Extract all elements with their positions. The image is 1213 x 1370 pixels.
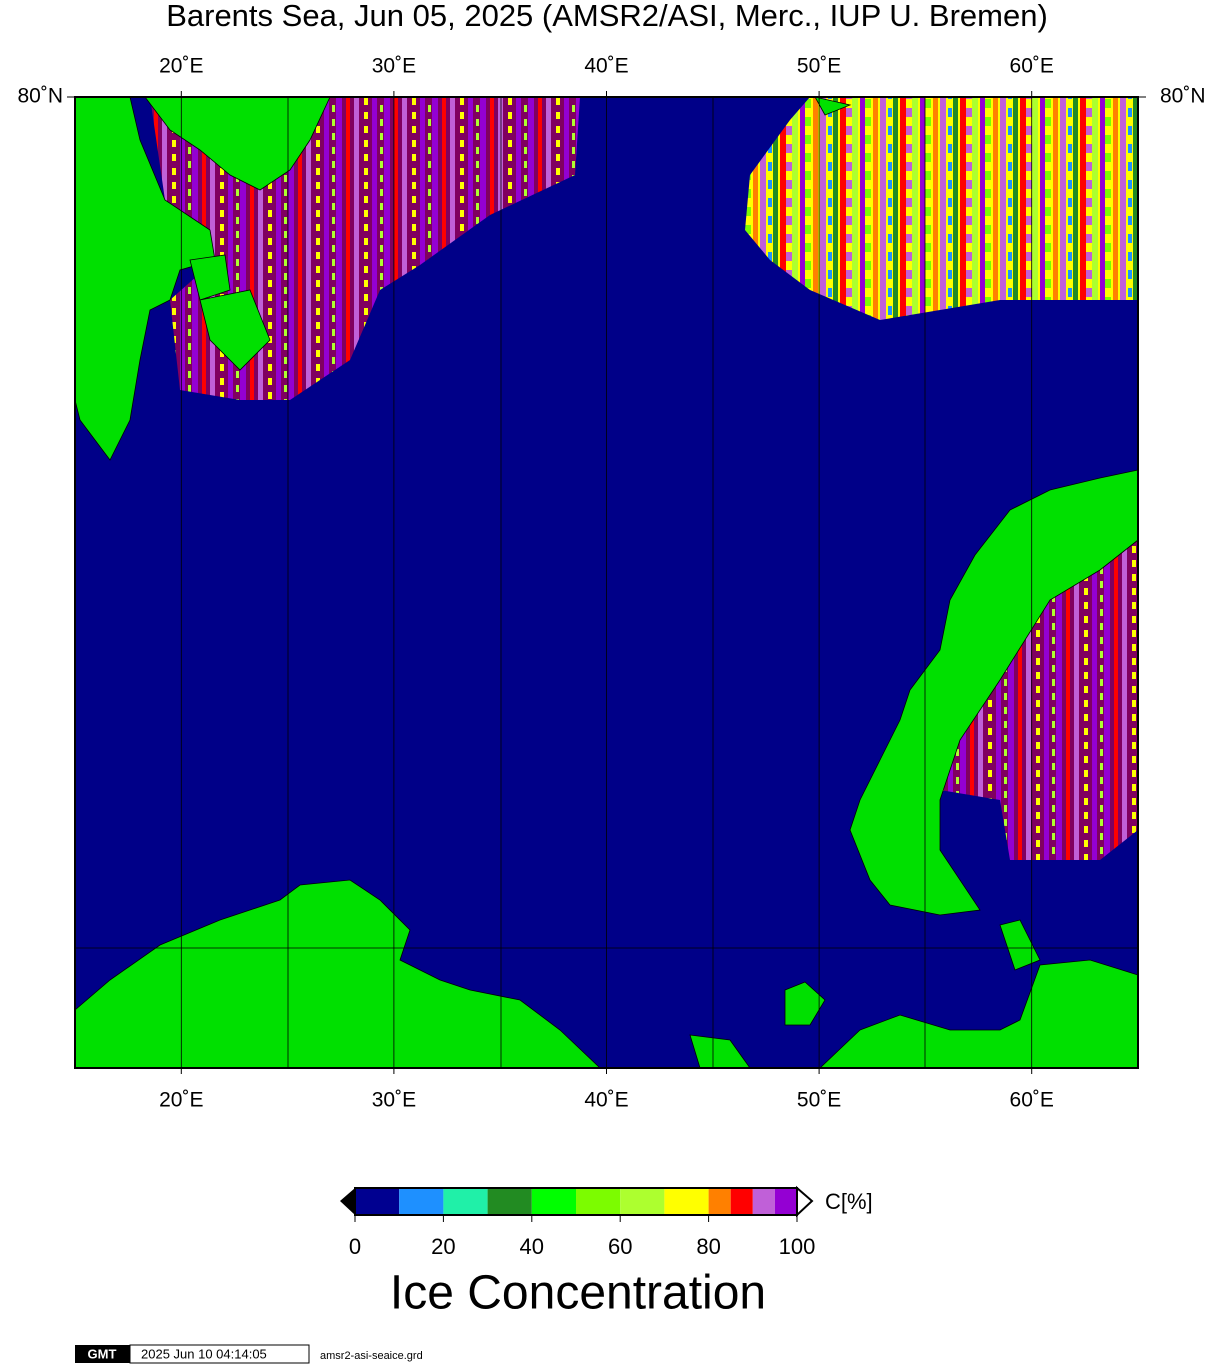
gmt-logo-text: GMT bbox=[88, 1346, 117, 1361]
file-name: amsr2-asi-seaice.grd bbox=[320, 1350, 423, 1362]
land bbox=[144, 96, 331, 191]
lon-label: 20˚E bbox=[159, 55, 203, 78]
colorbar-tick-label: 60 bbox=[608, 1234, 632, 1259]
land bbox=[189, 254, 231, 301]
colorbar-segment bbox=[443, 1188, 488, 1215]
map-area bbox=[74, 96, 1139, 1069]
colorbar-segment bbox=[355, 1188, 400, 1215]
colorbar-segment bbox=[399, 1188, 444, 1215]
colorbar-segment bbox=[708, 1188, 731, 1215]
land bbox=[199, 289, 271, 371]
sea-ice bbox=[745, 97, 1138, 320]
land bbox=[849, 469, 1139, 916]
colorbar-segment bbox=[752, 1188, 775, 1215]
lon-label: 40˚E bbox=[584, 55, 628, 78]
lon-label: 50˚E bbox=[797, 1089, 841, 1112]
lon-label: 20˚E bbox=[159, 1089, 203, 1112]
lon-label: 60˚E bbox=[1010, 1089, 1054, 1112]
lon-label: 30˚E bbox=[372, 55, 416, 78]
land bbox=[999, 919, 1041, 971]
colorbar-segment bbox=[531, 1188, 576, 1215]
colorbar-segment bbox=[620, 1188, 665, 1215]
lon-label: 50˚E bbox=[797, 55, 841, 78]
timestamp-box bbox=[129, 1344, 310, 1364]
lat-label: 80˚N bbox=[17, 85, 63, 108]
gmt-logo bbox=[75, 1345, 130, 1363]
colorbar-tick-label: 40 bbox=[520, 1234, 544, 1259]
colorbar-tick-label: 20 bbox=[431, 1234, 455, 1259]
land bbox=[814, 96, 852, 116]
colorbar-over bbox=[796, 1185, 814, 1218]
lon-label: 60˚E bbox=[1010, 55, 1054, 78]
colorbar-tick-label: 0 bbox=[349, 1234, 361, 1259]
land bbox=[74, 879, 602, 1069]
lon-label: 40˚E bbox=[584, 1089, 628, 1112]
sea-ice bbox=[940, 540, 1138, 860]
colorbar-under bbox=[340, 1188, 355, 1215]
colorbar-segment bbox=[730, 1188, 753, 1215]
colorbar-frame bbox=[354, 1187, 798, 1216]
colorbar-label: C[%] bbox=[825, 1189, 873, 1214]
colorbar-segment bbox=[774, 1188, 797, 1215]
colorbar-segment bbox=[487, 1188, 532, 1215]
colorbar-segment bbox=[576, 1188, 621, 1215]
timestamp: 2025 Jun 10 04:14:05 bbox=[141, 1346, 267, 1361]
lat-label: 80˚N bbox=[1160, 85, 1206, 108]
colorbar-tick-label: 100 bbox=[779, 1234, 816, 1259]
map-title: Barents Sea, Jun 05, 2025 (AMSR2/ASI, Me… bbox=[166, 0, 1048, 33]
colorbar-tick-label: 80 bbox=[696, 1234, 720, 1259]
colorbar bbox=[355, 1188, 797, 1215]
colorbar-segment bbox=[664, 1188, 709, 1215]
colorbar-title: Ice Concentration bbox=[390, 1267, 766, 1320]
land bbox=[74, 96, 216, 461]
lon-label: 30˚E bbox=[372, 1089, 416, 1112]
land bbox=[784, 981, 826, 1026]
